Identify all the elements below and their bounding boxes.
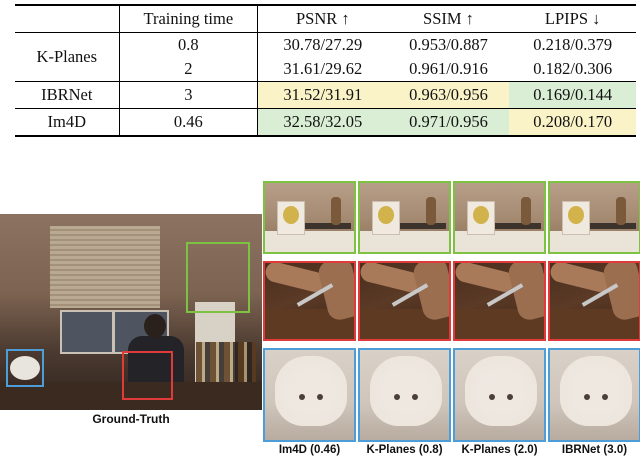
dog-figure: [10, 356, 40, 380]
header-ssim: SSIM ↑: [387, 4, 510, 33]
table-row: 2 31.61/29.62 0.961/0.916 0.182/0.306: [15, 57, 636, 82]
header-psnr: PSNR ↑: [257, 4, 388, 33]
green-crop-box: [186, 242, 250, 313]
cell-lpips: 0.169/0.144: [509, 81, 636, 109]
cell-psnr: 31.52/31.91: [257, 81, 388, 109]
crop-red-kplanes-20: [453, 261, 546, 341]
figurine: [521, 197, 531, 225]
dog-eye: [489, 394, 495, 400]
cell-psnr: 32.58/32.05: [257, 108, 388, 137]
crop-green-kplanes-20: [453, 181, 546, 254]
ground-truth-image: [0, 214, 262, 410]
figurine: [426, 197, 436, 225]
header-lpips: LPIPS ↓: [509, 4, 636, 33]
caption-kplanes-08: K-Planes (0.8): [366, 444, 443, 456]
cell-time: 0.46: [118, 108, 258, 137]
header-training-time: Training time: [118, 4, 258, 33]
header-empty: [15, 4, 120, 33]
wall-area: [550, 231, 639, 252]
crop-red-ibrnet: [548, 261, 640, 341]
picture-frame: [467, 201, 495, 235]
cell-ssim: 0.961/0.916: [387, 57, 510, 82]
picture-frame: [562, 201, 590, 235]
shelf: [396, 223, 446, 229]
dog: [370, 356, 442, 426]
cell-time: 0.8: [118, 32, 258, 57]
cell-ssim: 0.953/0.887: [409, 35, 488, 54]
crop-green-ibrnet: [548, 181, 640, 254]
blue-crop-box: [6, 349, 44, 387]
table-row: Im4D 0.46 32.58/32.05 0.971/0.956 0.208/…: [15, 108, 636, 137]
cell-time: 3: [118, 81, 258, 109]
dog: [560, 356, 632, 426]
cell-ssim: 0.963/0.956: [387, 81, 510, 109]
dog-eye: [317, 394, 323, 400]
arm: [360, 263, 422, 294]
method-im4d: Im4D: [15, 108, 120, 137]
method-kplanes: K-Planes: [15, 32, 120, 82]
results-table: Training time PSNR ↑ SSIM ↑ LPIPS ↓ K-Pl…: [15, 4, 636, 137]
dog-eye: [299, 394, 305, 400]
crop-red-im4d: [263, 261, 356, 341]
cell-lpips: 0.182/0.306: [509, 57, 636, 82]
shelf: [301, 223, 351, 229]
person-head: [144, 314, 166, 338]
wall-area: [265, 231, 354, 252]
window-blind: [50, 226, 160, 308]
cell-ssim: 0.971/0.956: [387, 108, 510, 137]
caption-kplanes-20: K-Planes (2.0): [461, 444, 538, 456]
dog-eye: [412, 394, 418, 400]
bottles: [196, 342, 256, 387]
cell-psnr: 30.78/27.29: [257, 32, 388, 57]
dog-eye: [602, 394, 608, 400]
figurine: [331, 197, 341, 225]
wall-area: [360, 231, 449, 252]
arm: [455, 263, 517, 294]
wall-area: [455, 231, 544, 252]
method-ibrnet: IBRNet: [15, 81, 120, 109]
shelf: [491, 223, 541, 229]
table-row: IBRNet 3 31.52/31.91 0.963/0.956 0.169/0…: [15, 81, 636, 109]
caption-im4d: Im4D (0.46): [278, 444, 341, 456]
crop-blue-kplanes-08: [358, 348, 451, 442]
dog: [465, 356, 537, 426]
picture-frame: [372, 201, 400, 235]
table-row: K-Planes 0.8 30.78/27.29 0.953/0.887 0.2…: [15, 32, 636, 82]
crop-blue-kplanes-20: [453, 348, 546, 442]
dog-eye: [584, 394, 590, 400]
crop-blue-ibrnet: [548, 348, 640, 442]
dog-eye: [394, 394, 400, 400]
arm: [550, 263, 612, 294]
crop-green-im4d: [263, 181, 356, 254]
red-crop-box: [122, 351, 173, 400]
arm: [265, 263, 327, 294]
cell-lpips: 0.208/0.170: [509, 108, 636, 137]
crop-green-kplanes-08: [358, 181, 451, 254]
cell-psnr: 31.61/29.62: [257, 57, 388, 82]
cell-lpips: 0.218/0.379: [533, 35, 613, 54]
picture-frame: [277, 201, 305, 235]
dog: [275, 356, 347, 426]
ground-truth-caption: Ground-Truth: [92, 412, 170, 426]
figurine: [616, 197, 626, 225]
crop-red-kplanes-08: [358, 261, 451, 341]
shelf: [586, 223, 636, 229]
dog-eye: [507, 394, 513, 400]
caption-ibrnet: IBRNet (3.0): [561, 444, 628, 456]
cell-time: 2: [118, 57, 258, 82]
crop-blue-im4d: [263, 348, 356, 442]
